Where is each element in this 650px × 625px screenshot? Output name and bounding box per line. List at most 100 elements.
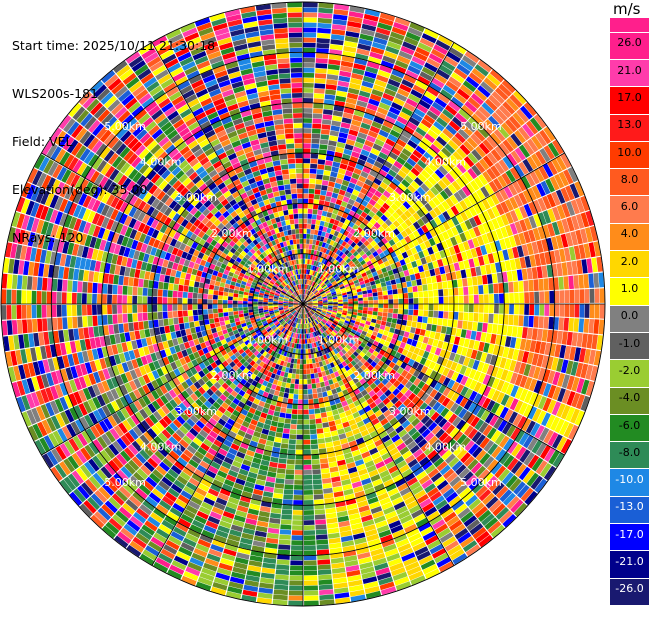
gate: [284, 393, 289, 398]
gate: [438, 311, 443, 318]
gate: [434, 332, 440, 340]
gate: [304, 560, 317, 565]
gate: [372, 315, 377, 319]
gate: [324, 170, 331, 176]
gate: [328, 457, 336, 463]
gate: [507, 326, 513, 337]
gate: [285, 388, 290, 393]
gate: [473, 313, 478, 322]
gate: [303, 28, 317, 33]
gate: [424, 304, 429, 310]
gate: [429, 297, 434, 303]
gate: [303, 405, 308, 410]
gate: [338, 300, 343, 302]
gate: [482, 323, 488, 333]
gate: [388, 290, 393, 295]
gate: [284, 423, 291, 428]
gate: [328, 533, 340, 539]
gate: [303, 88, 314, 93]
gate: [303, 249, 306, 254]
gate: [421, 278, 427, 285]
gate: [304, 581, 318, 586]
gate: [398, 294, 403, 299]
gate: [274, 584, 288, 590]
gate: [303, 108, 313, 113]
gate: [312, 214, 317, 219]
gate: [315, 63, 327, 69]
gate: [427, 284, 432, 291]
gate: [408, 293, 413, 299]
gate: [304, 520, 315, 525]
gate: [321, 387, 326, 393]
gate: [523, 316, 529, 327]
gate: [315, 378, 320, 383]
gate: [313, 394, 318, 399]
gate: [304, 485, 313, 490]
gate: [318, 18, 332, 24]
gate: [319, 144, 327, 150]
gate: [479, 295, 484, 304]
gate: [469, 304, 474, 312]
gate: [277, 559, 290, 565]
gate: [590, 304, 595, 318]
gate: [324, 493, 334, 499]
gate: [304, 565, 317, 570]
gate: [320, 195, 326, 201]
gate: [383, 312, 388, 317]
gate: [306, 249, 309, 254]
gate: [323, 175, 330, 181]
gate: [348, 306, 353, 309]
gate: [529, 304, 534, 315]
gate: [281, 382, 286, 387]
gate: [327, 523, 338, 529]
gate: [383, 295, 388, 299]
gate: [308, 389, 313, 394]
gate: [368, 293, 373, 297]
gate: [413, 292, 418, 298]
gate: [325, 508, 336, 514]
gate: [408, 333, 414, 340]
gate: [317, 428, 324, 433]
gate: [290, 571, 303, 576]
gate: [405, 275, 411, 281]
gate: [543, 278, 549, 290]
gate: [303, 169, 310, 174]
gate: [303, 2, 318, 7]
gate: [303, 344, 305, 349]
gate: [575, 304, 580, 318]
gate: [317, 388, 322, 393]
gate: [307, 224, 311, 229]
gate: [295, 470, 303, 475]
gate: [317, 559, 330, 565]
gate: [488, 284, 493, 294]
gate: [348, 301, 353, 303]
gate: [514, 304, 519, 315]
gate: [303, 118, 312, 123]
gate: [293, 505, 303, 510]
gate: [433, 290, 438, 297]
gate: [303, 349, 305, 354]
gate: [498, 314, 503, 324]
gate: [290, 424, 296, 429]
gate: [303, 179, 309, 184]
gate: [423, 310, 428, 316]
gate: [372, 288, 377, 292]
gate: [319, 589, 333, 595]
gate: [289, 586, 303, 591]
gate: [307, 379, 311, 384]
gate: [275, 579, 289, 585]
gate: [410, 327, 416, 333]
gate: [303, 364, 306, 369]
gate: [466, 269, 472, 278]
gate: [507, 271, 513, 282]
gate: [303, 7, 317, 12]
gate: [297, 415, 303, 420]
gate: [289, 596, 303, 601]
gate: [563, 318, 569, 331]
gate: [303, 219, 307, 224]
gate: [292, 525, 303, 530]
gate: [295, 349, 298, 354]
gate: [306, 239, 309, 244]
gate: [317, 210, 322, 215]
gate: [358, 298, 363, 301]
